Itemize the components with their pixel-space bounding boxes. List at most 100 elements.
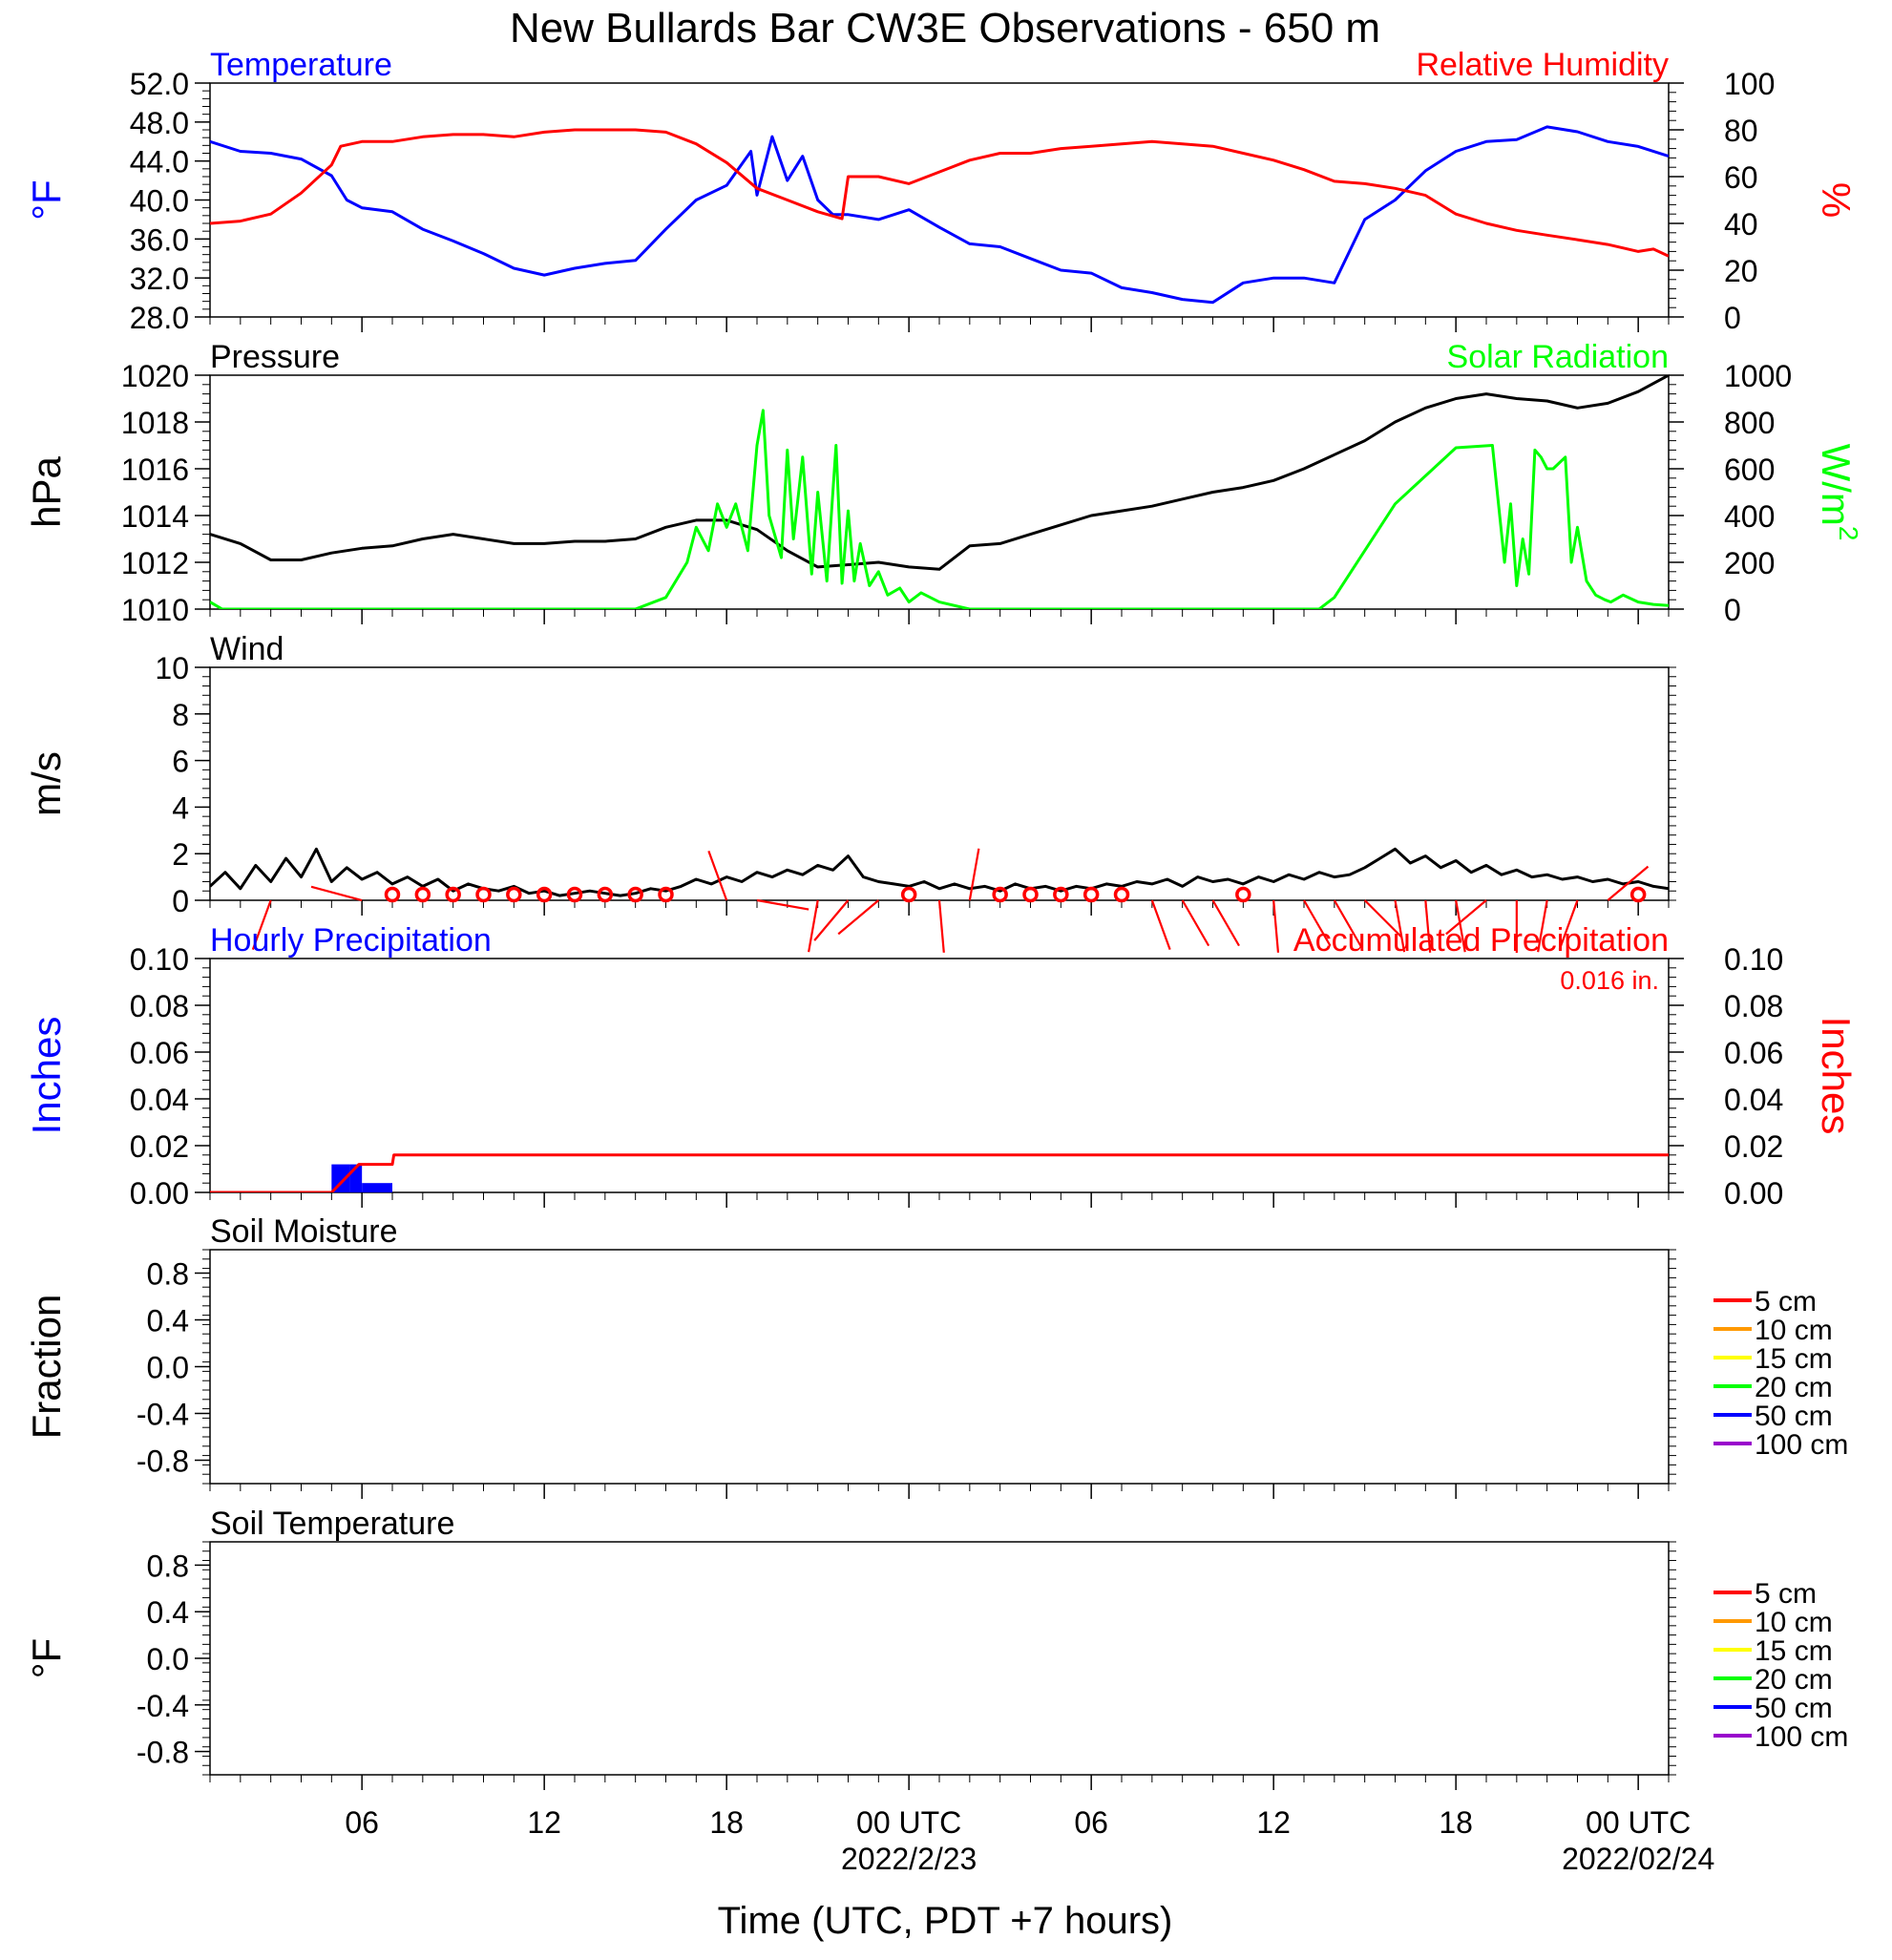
calm-wind-marker (1629, 886, 1647, 903)
legend-label: 5 cm (1755, 1286, 1817, 1317)
calm-wind-marker (900, 886, 917, 903)
y-tick-label-right: 0 (1724, 593, 1741, 627)
x-tick-label: 06 (345, 1805, 379, 1840)
panel-title-left: Pressure (210, 339, 340, 375)
legend-label: 50 cm (1755, 1693, 1833, 1724)
y-tick-label-right: 100 (1724, 67, 1775, 101)
y-unit-right: Inches (1814, 1017, 1859, 1135)
calm-wind-marker (627, 886, 643, 903)
y-tick-label-right: 0.00 (1724, 1176, 1783, 1211)
y-tick-label-left: -0.4 (137, 1689, 189, 1723)
wind-barb (756, 898, 809, 911)
wind-barb (968, 848, 980, 901)
y-tick-label-left: 0 (172, 884, 189, 918)
y-tick-label-left: 40.0 (130, 184, 189, 219)
y-tick-label-left: 1020 (121, 359, 189, 393)
y-tick-label-left: 8 (172, 698, 189, 732)
panels: 52.048.044.040.036.032.028.0100806040200… (24, 47, 1863, 1790)
y-unit-right: W/m2 (1814, 444, 1863, 541)
y-tick-label-left: 0.0 (147, 1642, 189, 1676)
panel-temp-rh: 52.0 48.0 44.0 40.036.0 32.0 28.0 100 80 60 40 20 0… (24, 47, 1859, 335)
y-tick-label-right: 0.08 (1724, 989, 1783, 1023)
y-tick-label-left: 1018 (121, 406, 189, 440)
wind-barb (813, 899, 850, 941)
wind-barb (707, 850, 728, 901)
legend-label: 10 cm (1755, 1315, 1833, 1346)
series-line-solar-radiation (210, 409, 1669, 609)
y-tick-label-left: 2 (172, 837, 189, 872)
y-tick-label-left: 1010 (121, 593, 189, 627)
panel-title-right: Solar Radiation (1447, 339, 1669, 375)
y-tick-label-left: 28.0 (130, 301, 189, 335)
panel-wind: 10 8 6 4 2 0 Wind m/s (24, 631, 1676, 953)
y-tick-label-right: 800 (1724, 406, 1775, 440)
y-tick-label-left: 6 (172, 745, 189, 779)
wind-barb (1363, 899, 1403, 938)
wind-barb (1272, 899, 1280, 953)
y-tick-label-left: 1016 (121, 453, 189, 487)
x-tick-label: 00 UTC (856, 1805, 961, 1840)
panel-title-left: Hourly Precipitation (210, 922, 492, 959)
calm-wind-marker (414, 886, 431, 903)
y-unit-right-text: % (1814, 182, 1859, 218)
x-tick-label: 18 (709, 1805, 744, 1840)
y-tick-label-left: 48.0 (130, 106, 189, 140)
panel-precip: 0.10 0.08 0.06 0.04 0.02 0.00 0.10 0.08 0.06 0.04… (24, 922, 1859, 1211)
panel-pressure-solar: 1020 1018 1016 1014 1012 1010 1000 800 600 400 200… (24, 339, 1863, 627)
calm-wind-marker (658, 886, 674, 903)
calm-wind-marker (445, 886, 461, 903)
calm-wind-marker (1113, 886, 1130, 903)
y-unit-right-text: W/m (1814, 444, 1859, 526)
y-tick-label-left: 0.4 (147, 1304, 189, 1338)
y-tick-label-left: 1012 (121, 546, 189, 580)
wind-barb (1537, 899, 1548, 953)
y-tick-label-right: 0 (1724, 301, 1741, 335)
y-unit-left: Fraction (24, 1295, 69, 1440)
plot-frame (209, 958, 1670, 1193)
plot-frame (209, 666, 1670, 901)
y-tick-label-left: 52.0 (130, 67, 189, 101)
wind-barb (1211, 899, 1240, 947)
wind-barb (1150, 899, 1171, 951)
y-unit-left: °F (24, 1638, 69, 1678)
legend-label: 15 cm (1755, 1343, 1833, 1375)
legend-label: 100 cm (1755, 1721, 1848, 1753)
plot-frame (209, 374, 1670, 610)
wind-barb (1303, 899, 1332, 947)
calm-wind-marker (992, 886, 1008, 903)
panel-title-left: Wind (210, 631, 284, 667)
y-unit-left: m/s (24, 751, 69, 816)
legend-label: 20 cm (1755, 1372, 1833, 1403)
x-tick-label: 12 (1256, 1805, 1291, 1840)
y-tick-label-left: 0.06 (130, 1036, 189, 1070)
calm-wind-marker (475, 886, 492, 903)
y-tick-label-left: 0.10 (130, 942, 189, 977)
calm-wind-marker (1235, 886, 1251, 903)
y-unit-right-text: Inches (1814, 1017, 1859, 1135)
x-tick-label: 06 (1074, 1805, 1108, 1840)
y-unit-right-sup: 2 (1834, 526, 1863, 541)
wind-barb (1455, 899, 1466, 953)
calm-wind-marker (1022, 886, 1039, 903)
series-line-temperature (210, 125, 1669, 305)
y-tick-label-left: 0.8 (147, 1257, 189, 1292)
calm-wind-marker (506, 886, 522, 903)
calm-wind-marker (1053, 886, 1069, 903)
calm-wind-marker (384, 886, 401, 903)
y-tick-label-left: 1014 (121, 499, 189, 534)
panel-soil-moisture: 0.8 0.4 0.0 -0.4 -0.8 Soil Moisture Fraction 5 … (24, 1213, 1848, 1499)
plot-frame (209, 1541, 1670, 1776)
y-tick-label-left: 4 (172, 790, 189, 825)
y-tick-label-left: -0.4 (137, 1398, 189, 1432)
y-tick-label-left: -0.8 (137, 1736, 189, 1770)
wind-barb (251, 899, 272, 951)
y-tick-label-left: 36.0 (130, 222, 189, 257)
x-date-label: 2022/2/23 (841, 1842, 977, 1876)
plot-frame (209, 82, 1670, 318)
series-line-pressure (210, 375, 1669, 571)
series-line-wind (210, 847, 1669, 897)
y-tick-label-left: 0.0 (147, 1351, 189, 1385)
